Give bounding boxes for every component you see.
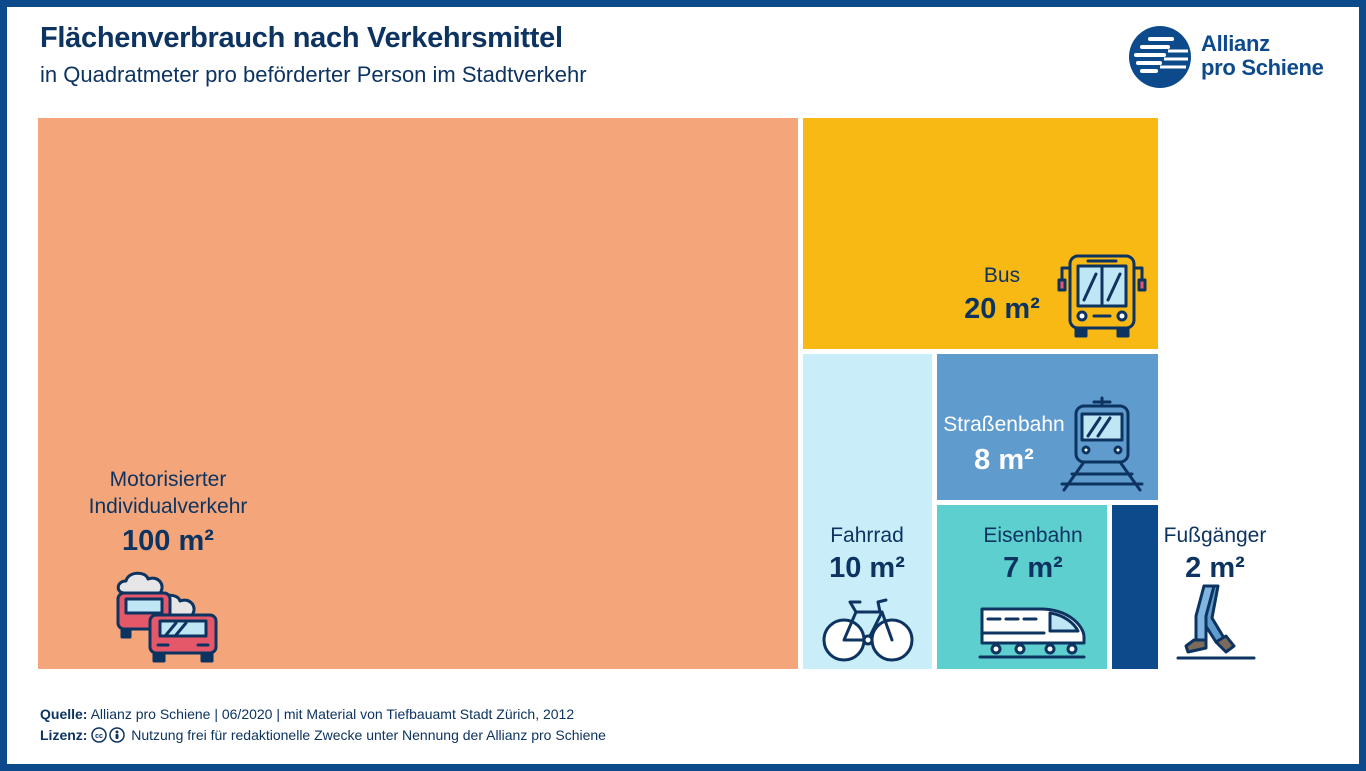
cell-label-0-0: Motorisierter: [110, 468, 227, 491]
chart-title: Flächenverbrauch nach Verkehrsmittel: [40, 22, 563, 54]
logo-line2: pro Schiene: [1201, 55, 1324, 80]
chart-subtitle: in Quadratmeter pro beförderter Person i…: [40, 62, 587, 87]
treemap-cell-5: [1112, 505, 1158, 669]
treemap-cell-0: [38, 118, 798, 669]
cell-value-4: 7 m²: [1003, 552, 1063, 584]
cell-value-2: 10 m²: [829, 552, 905, 584]
footer-source-text: Allianz pro Schiene | 06/2020 | mit Mate…: [90, 706, 575, 722]
cell-value-5: 2 m²: [1185, 552, 1245, 584]
treemap-cell-2: [803, 354, 932, 669]
allianz-pro-schiene-logo-icon: [1129, 26, 1191, 88]
tram-icon: [1060, 396, 1144, 492]
train-icon: [978, 607, 1086, 659]
cell-label-4: Eisenbahn: [983, 524, 1082, 547]
footer-license-text: Nutzung frei für redaktionelle Zwecke un…: [131, 727, 606, 743]
cell-label-2: Fahrrad: [830, 524, 904, 547]
cell-label-5: Fußgänger: [1164, 524, 1267, 547]
bicycle-icon: [822, 598, 914, 662]
cell-label-1: Bus: [984, 264, 1020, 287]
cell-label-3: Straßenbahn: [943, 413, 1064, 436]
logo-text: Allianz pro Schiene: [1201, 32, 1324, 80]
bus-icon: [1057, 254, 1147, 338]
cars-smog-icon: [116, 571, 218, 663]
cc-icon: cc: [91, 727, 108, 743]
footer-source-label: Quelle:: [40, 706, 88, 722]
cell-value-1: 20 m²: [964, 293, 1040, 325]
footer-license: Lizenz: cc Nutzung frei für redaktionell…: [40, 727, 606, 743]
cell-value-0: 100 m²: [122, 525, 214, 557]
cell-label-0-1: Individualverkehr: [89, 495, 248, 518]
footer-source: Quelle: Allianz pro Schiene | 06/2020 | …: [40, 706, 574, 722]
footer-license-label: Lizenz:: [40, 727, 88, 743]
svg-text:cc: cc: [95, 733, 103, 740]
walking-legs-icon: [1176, 584, 1256, 660]
cell-value-3: 8 m²: [974, 444, 1034, 476]
logo-line1: Allianz: [1201, 31, 1270, 56]
attribution-icon: [109, 727, 126, 743]
